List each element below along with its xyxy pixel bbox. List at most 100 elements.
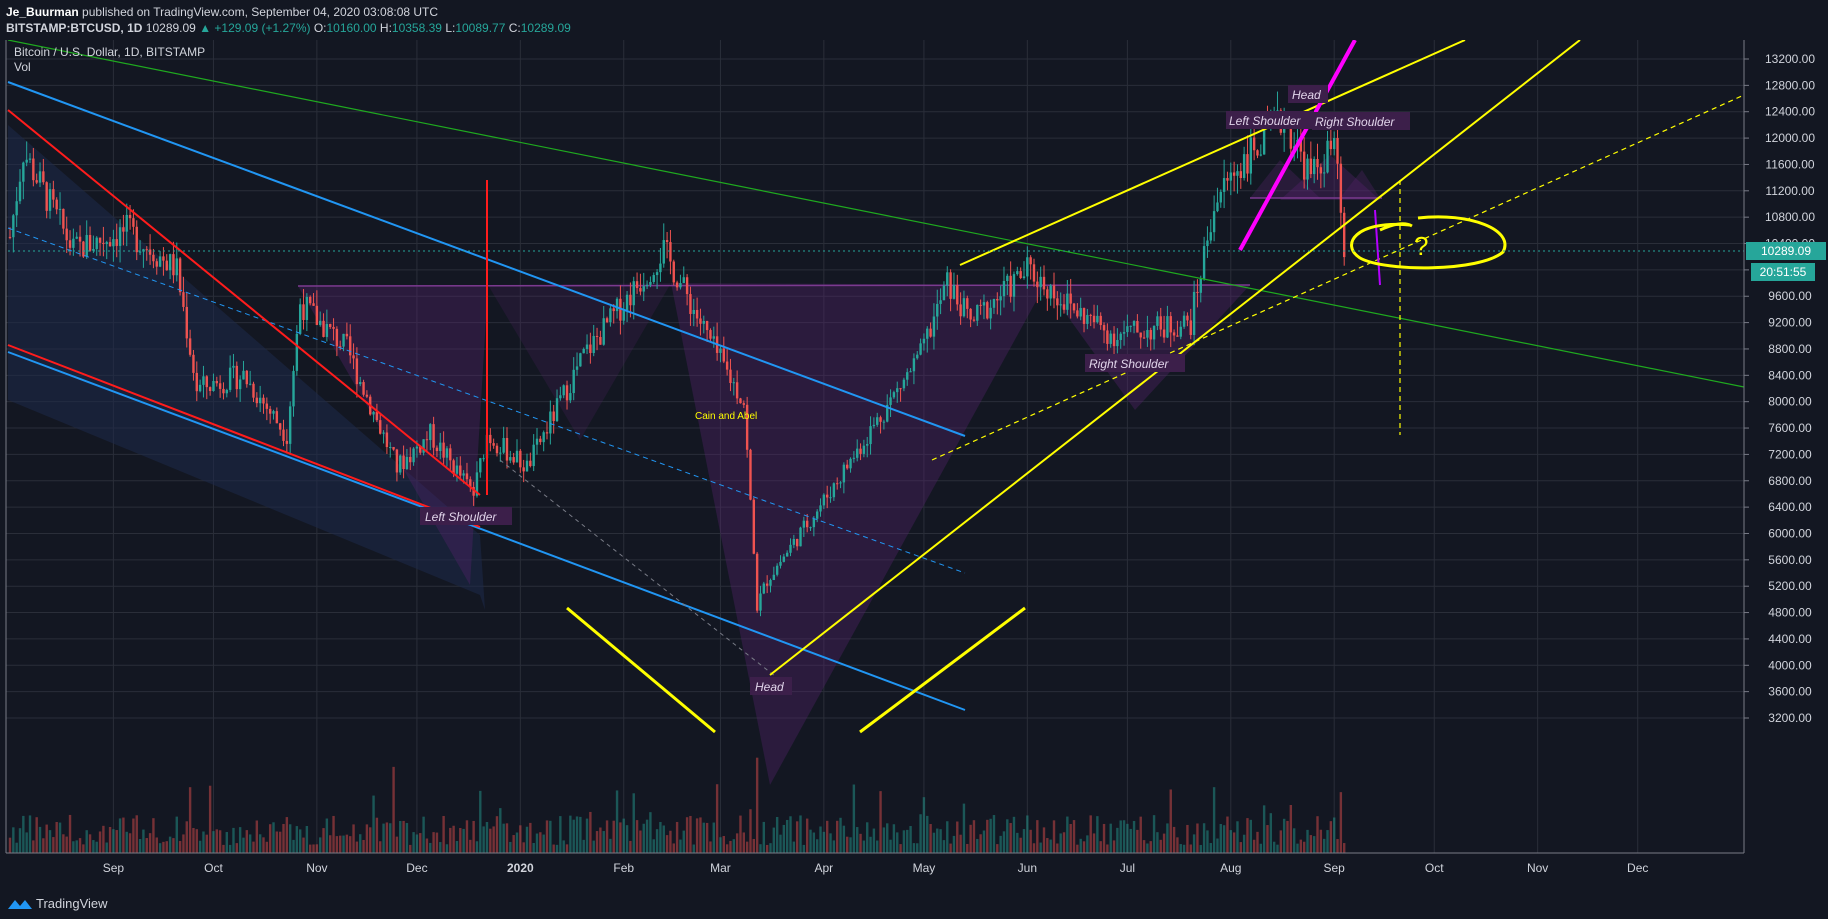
candle-body [465,473,469,480]
volume-bar [142,829,145,853]
price-axis[interactable] [1744,40,1828,853]
candle-body [592,335,595,354]
volume-bar [675,821,679,853]
candle-body [559,395,562,399]
tradingview-logo[interactable]: TradingView [8,896,108,911]
candle-body [659,263,662,273]
last-price-badge-bg [1746,242,1826,260]
volume-bar [1009,823,1012,853]
candle-body [322,320,325,337]
volume-bar [879,791,882,853]
blue-channel-bottom [7,351,966,711]
wedge-fill [8,125,485,610]
y-tick-label: 11200.00 [1765,184,1814,198]
candle-body [1176,335,1179,337]
volume-bar [609,838,612,853]
candle-body [472,486,475,496]
candle-body [775,565,779,575]
volume-bar [192,827,195,853]
volume-bar [8,837,12,853]
volume-bar [439,842,442,853]
small-right-shoulder [1340,170,1380,198]
candle-body [28,158,32,160]
volume-bar [489,828,492,853]
volume-bar [1106,844,1109,853]
cain-abel-label: Cain and Abel [695,411,757,422]
candle-body [308,296,312,304]
volume-bar [719,837,722,853]
candle-body [1309,158,1313,175]
volume-bar [1299,839,1303,853]
candle-body [1092,315,1096,323]
candle-body [1049,285,1052,299]
volume-bar [292,839,295,853]
candle-body [12,215,15,238]
candle-body [445,448,449,458]
candle-body [635,281,639,289]
volume-bar [922,797,926,853]
volume-bar [1116,827,1119,853]
candle-body [949,272,952,299]
volume-bar [705,822,709,853]
candle-body [218,383,222,389]
candle-body [1019,271,1022,279]
left-shoulder-label: Left Shoulder [425,510,497,524]
volume-bar [225,832,229,853]
volume-bar [839,817,842,853]
candle-body [365,394,369,397]
candle-body [695,309,699,319]
candle-body [922,338,926,344]
candle-body [609,308,612,323]
candle-body [248,383,252,385]
candle-body [1009,275,1012,297]
candle-body [722,348,725,362]
volume-bar [645,819,649,853]
x-tick-label: Aug [1220,861,1241,875]
volume-bar [172,838,175,853]
volume-bar [392,766,395,853]
volume-bar [1056,843,1059,853]
volume-bar [78,838,82,853]
volume-bar [1286,820,1289,853]
candle-body [1036,281,1039,288]
candle-body [75,236,78,239]
volume-bar [1329,821,1333,853]
candle-body [409,456,412,463]
candle-body [575,366,579,370]
candle-body [1142,337,1146,339]
volume-bar [1069,824,1072,853]
volume-bar [152,818,155,853]
volume-bar [445,844,449,853]
volume-bar [929,824,932,853]
candle-body [168,254,172,271]
candle-body [1239,171,1242,179]
volume-bar [1249,819,1252,853]
candle-body [175,258,178,276]
candle-body [395,449,399,473]
candle-body [319,320,322,325]
candle-body [1199,278,1202,293]
volume-bar [679,839,682,853]
candle-body [182,292,185,307]
candle-body [909,371,912,373]
candle-body [899,388,902,390]
volume-bar [829,833,832,853]
volume-bar [1019,837,1022,853]
volume-bar [539,832,542,853]
candle-body [232,365,235,368]
volume-bar [789,816,792,853]
candle-body [619,298,622,321]
candle-body [645,284,649,287]
x-tick-label: Apr [815,861,834,875]
volume-bar [692,844,695,853]
candle-body [532,444,535,467]
volume-bar [268,824,272,853]
volume-bar [1036,820,1039,853]
volume-bar [148,833,152,853]
price-chart[interactable]: ? Left Shoulder Head Right Shoulder Cain… [0,40,1828,888]
candle-body [222,388,225,394]
author[interactable]: Je_Buurman [6,5,79,19]
volume-bar [1049,839,1052,853]
candle-body [522,467,525,472]
volume-bar [385,822,389,853]
